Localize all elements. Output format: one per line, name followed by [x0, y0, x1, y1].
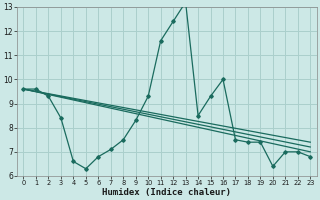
- X-axis label: Humidex (Indice chaleur): Humidex (Indice chaleur): [102, 188, 231, 197]
